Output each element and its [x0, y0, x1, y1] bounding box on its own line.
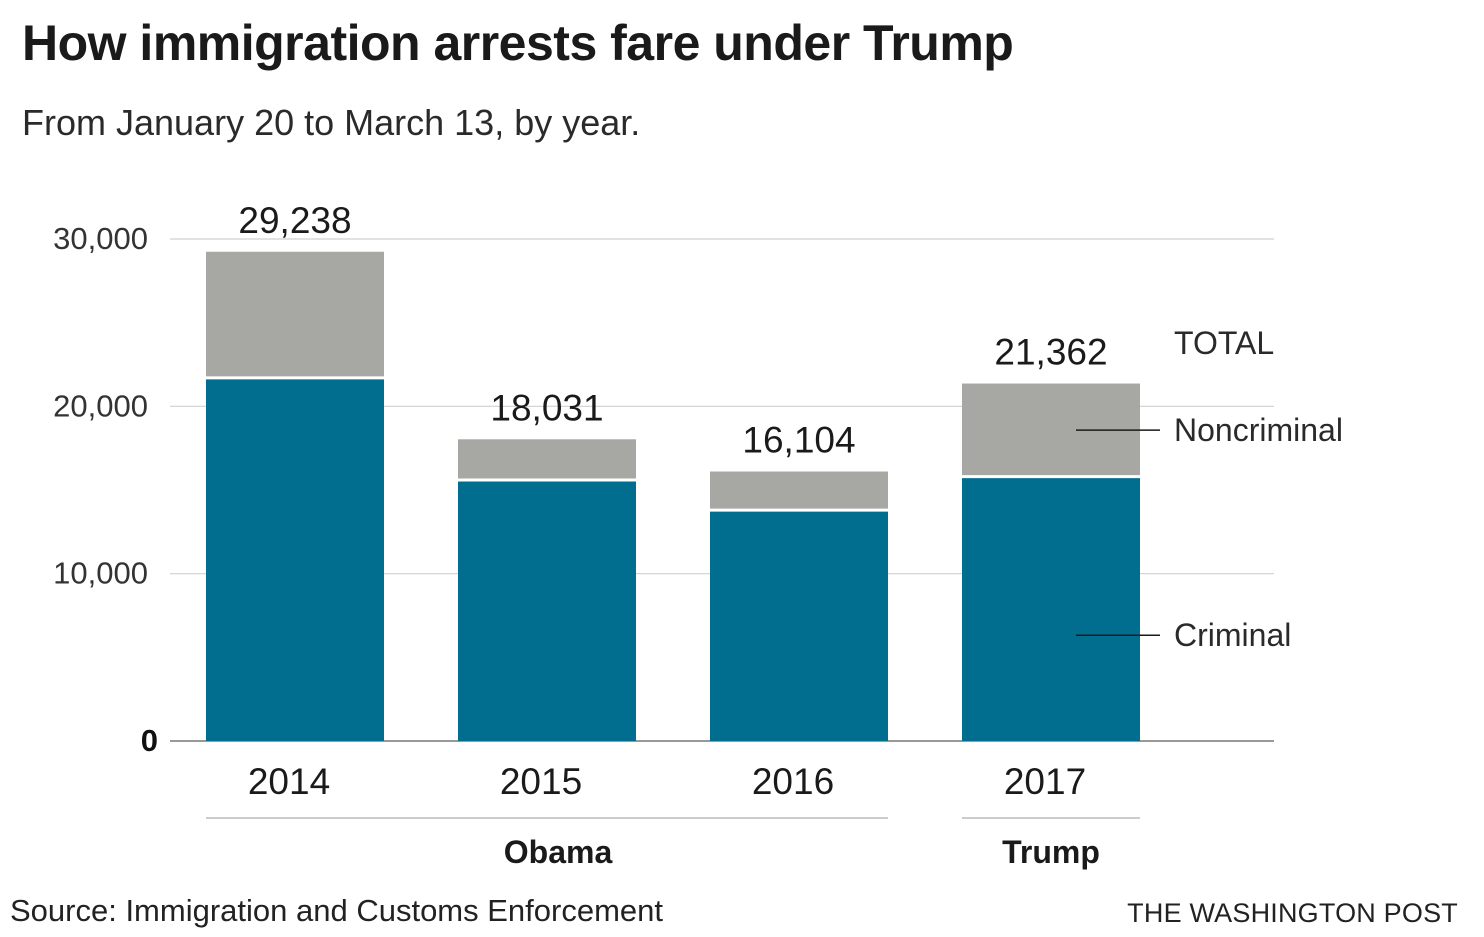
chart-title: How immigration arrests fare under Trump: [22, 15, 1014, 71]
bar-total-label: 18,031: [490, 387, 603, 428]
bar-segment-criminal: [458, 479, 636, 741]
x-tick-label: 2015: [500, 761, 582, 802]
legend-noncriminal-label: Noncriminal: [1174, 412, 1343, 448]
bar-segment-noncriminal: [710, 471, 888, 511]
group-label: Trump: [1002, 834, 1100, 870]
chart-subtitle: From January 20 to March 13, by year.: [22, 102, 641, 143]
bar-total-label: 29,238: [238, 200, 351, 241]
bar-total-label: 21,362: [994, 332, 1107, 373]
bar-segment-criminal: [962, 476, 1140, 741]
bar-segment-noncriminal: [206, 251, 384, 378]
x-tick-label: 2017: [1004, 761, 1086, 802]
bar-segment-criminal: [206, 377, 384, 741]
bar-segment-noncriminal: [458, 439, 636, 480]
x-tick-label: 2014: [248, 761, 330, 802]
y-tick-label: 0: [141, 723, 158, 758]
bar-total-label: 16,104: [742, 420, 855, 461]
bar-segment-criminal: [710, 510, 888, 741]
y-tick-label: 10,000: [53, 556, 148, 591]
y-tick-label: 30,000: [53, 221, 148, 256]
y-tick-label: 20,000: [53, 388, 148, 423]
group-label: Obama: [504, 834, 613, 870]
x-tick-label: 2016: [752, 761, 834, 802]
legend-criminal-label: Criminal: [1174, 617, 1291, 653]
publisher-credit: THE WASHINGTON POST: [1127, 898, 1458, 928]
source-note: Source: Immigration and Customs Enforcem…: [10, 893, 663, 928]
legend-total-label: TOTAL: [1174, 325, 1274, 361]
